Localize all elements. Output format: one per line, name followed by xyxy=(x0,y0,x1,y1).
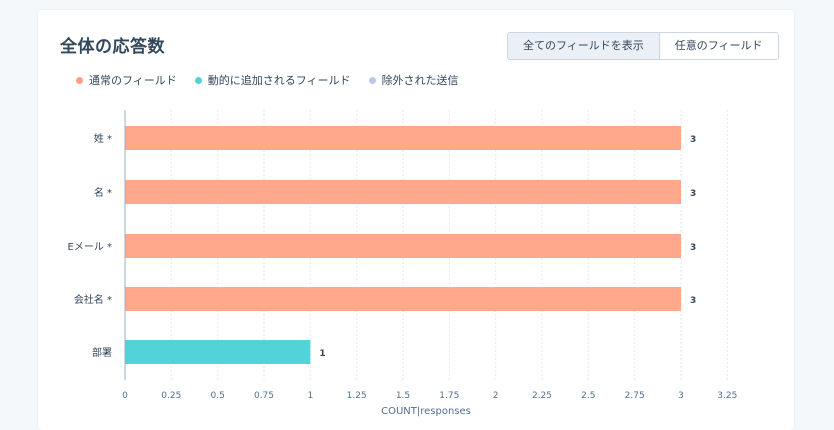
x-tick-label: 1.25 xyxy=(347,391,367,401)
optional-fields-button[interactable]: 任意のフィールド xyxy=(659,33,778,59)
y-category-label: 会社名 * xyxy=(74,293,112,306)
x-tick-label: 1.5 xyxy=(396,391,410,401)
x-tick-label: 3.25 xyxy=(717,391,737,401)
legend-dot-dynamic xyxy=(194,76,202,84)
bar-value-label: 3 xyxy=(690,243,696,253)
x-tick-label: 3 xyxy=(678,391,684,401)
bar[interactable] xyxy=(125,126,681,150)
legend-item-standard[interactable]: 通常のフィールド xyxy=(76,72,177,88)
field-filter-toggle: 全てのフィールドを表示 任意のフィールド xyxy=(507,32,779,60)
x-tick-label: 0.25 xyxy=(161,391,181,401)
x-tick-label: 0.75 xyxy=(254,391,274,401)
legend-label-dynamic: 動的に追加されるフィールド xyxy=(207,74,351,87)
y-category-label: Eメール * xyxy=(68,242,113,253)
legend-item-dynamic[interactable]: 動的に追加されるフィールド xyxy=(194,72,351,88)
bar-value-label: 3 xyxy=(690,296,696,306)
y-category-label: 姓 * xyxy=(94,132,112,145)
chart-title: 全体の応答数 xyxy=(60,37,165,57)
bar[interactable] xyxy=(125,287,681,311)
legend-label-excluded: 除外された送信 xyxy=(381,74,459,87)
y-category-label: 部署 xyxy=(92,346,112,359)
x-axis-label: COUNT|responses xyxy=(381,406,471,417)
bar[interactable] xyxy=(125,340,311,364)
y-axis-labels: 姓 * 名 * Eメール * 会社名 * 部署 xyxy=(68,132,113,359)
bar[interactable] xyxy=(125,180,681,204)
x-axis-ticks: 0 0.25 0.5 0.75 1 1.25 1.5 1.75 2 2.25 2.5 2.75 3 3.2… xyxy=(122,391,737,401)
grid-lines xyxy=(170,110,728,380)
x-tick-label: 1.75 xyxy=(439,391,459,401)
x-tick-label: 2.25 xyxy=(532,391,552,401)
show-all-fields-button[interactable]: 全てのフィールドを表示 xyxy=(508,33,660,59)
y-category-label: 名 * xyxy=(94,186,112,199)
bar-value-label: 3 xyxy=(690,135,696,145)
x-tick-label: 2.75 xyxy=(625,391,645,401)
legend-item-excluded[interactable]: 除外された送信 xyxy=(368,72,459,88)
bars xyxy=(125,126,681,364)
chart-legend: 通常のフィールド 動的に追加されるフィールド 除外された送信 xyxy=(76,72,459,88)
x-tick-label: 0 xyxy=(122,391,128,401)
value-labels: 3 3 3 3 1 xyxy=(319,135,696,359)
legend-dot-excluded xyxy=(368,76,376,84)
x-tick-label: 1 xyxy=(307,391,313,401)
bar[interactable] xyxy=(125,234,681,258)
x-tick-label: 2.5 xyxy=(581,391,595,401)
bar-value-label: 3 xyxy=(690,189,696,199)
legend-label-standard: 通常のフィールド xyxy=(89,74,177,87)
bar-value-label: 1 xyxy=(319,349,325,359)
legend-dot-standard xyxy=(76,76,83,84)
x-tick-label: 2 xyxy=(493,391,499,401)
x-tick-label: 0.5 xyxy=(211,391,225,401)
